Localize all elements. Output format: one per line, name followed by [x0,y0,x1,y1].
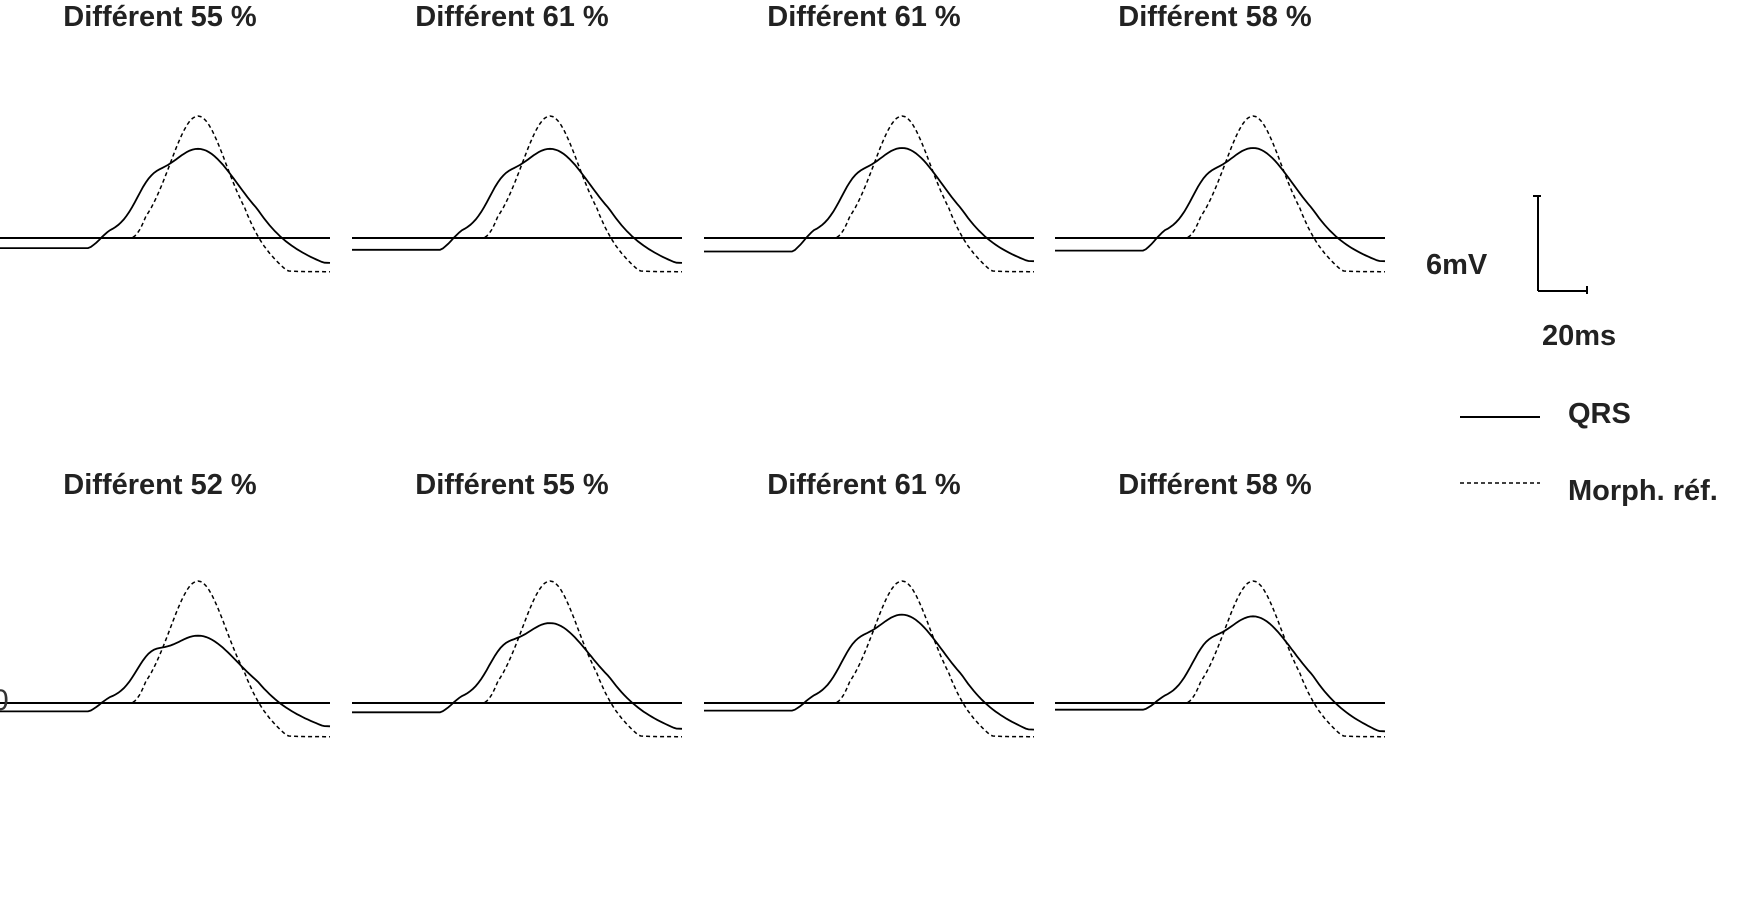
legend-qrs-label: QRS [1568,398,1631,430]
qrs-line [0,147,331,264]
reference-morphology-line [704,580,1034,738]
scale-bar-time-label: 20ms [1542,320,1616,352]
qrs-line [0,634,331,728]
ecg-panel: Différent 61 % [352,1,683,273]
qrs-line [704,147,1035,263]
ecg-panel: Différent 58 % [1055,469,1386,738]
reference-morphology-line [704,115,1034,273]
reference-morphology-line [0,580,330,738]
ecg-panel: Différent 52 % [0,469,331,738]
qrs-line [704,613,1035,731]
reference-morphology-line [1055,580,1385,738]
qrs-line [1055,615,1386,733]
panel-title: Différent 61 % [767,1,961,33]
ecg-panel: Différent 61 % [704,1,1035,273]
panel-title: Différent 55 % [63,1,257,33]
legend-reference-label: Morph. réf. [1568,475,1718,507]
panel-title: Différent 58 % [1118,1,1312,33]
ecg-panel: Différent 55 % [352,469,683,738]
ecg-panel: Différent 55 % [0,1,331,273]
zero-level-label: 0 [0,684,9,717]
panel-title: Différent 61 % [767,469,961,501]
qrs-line [1055,147,1386,263]
panel-title: Différent 58 % [1118,469,1312,501]
reference-morphology-line [352,115,682,273]
panels-group: Différent 55 % Différent 61 % Différent 61… [0,1,1386,738]
legend: QRS Morph. réf. [1460,398,1718,507]
scale-bar-voltage-label: 6mV [1426,249,1488,281]
reference-morphology-line [352,580,682,738]
ecg-panel: Différent 58 % [1055,1,1386,273]
panel-title: Différent 55 % [415,469,609,501]
panel-title: Différent 52 % [63,469,257,501]
reference-morphology-line [1055,115,1385,273]
ecg-panel: Différent 61 % [704,469,1035,738]
panel-title: Différent 61 % [415,1,609,33]
scale-bar: 6mV 20ms [1426,195,1616,352]
qrs-line [352,622,683,730]
qrs-line [352,147,683,264]
